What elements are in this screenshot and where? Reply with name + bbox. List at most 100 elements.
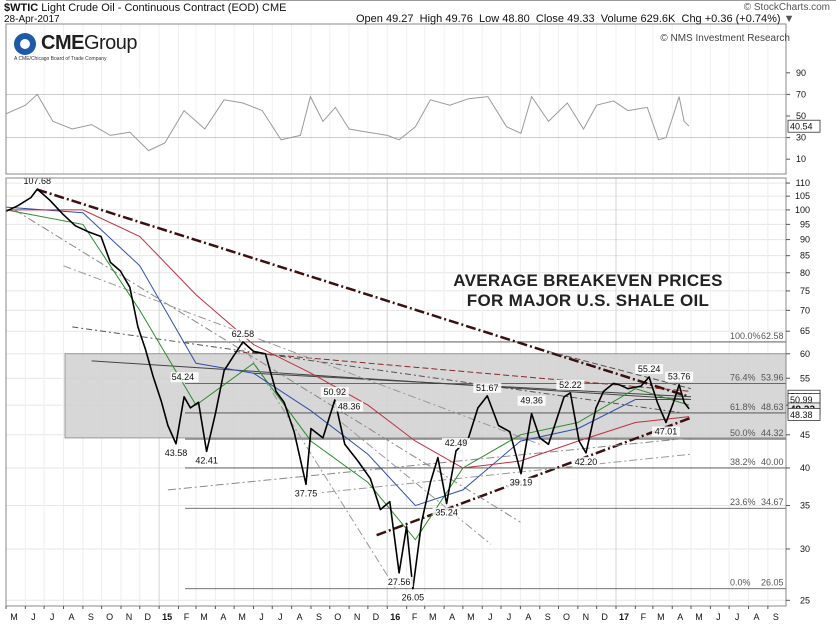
moving-average-line [6,209,690,469]
x-tick-label: N [126,612,133,622]
y-tick-label: 100 [795,205,810,215]
callout-bg [665,371,694,382]
logo-group: Group [83,32,138,54]
x-tick-label: S [88,612,94,622]
x-tick-label: M [429,612,437,622]
price-callout: 26.05 [402,593,425,603]
ohlc-readout: Open 49.27 High 49.76 Low 48.80 Close 49… [356,13,795,25]
chg-arrow-icon: ▼ [783,13,795,25]
x-tick-label: A [525,612,531,622]
x-tick-label: D [373,612,380,622]
nms-credit: © NMS Investment Research [660,33,790,44]
fib-pct-label: 0.0% [730,578,751,588]
x-tick-label: O [563,612,570,622]
x-tick-label: 17 [619,612,629,622]
fib-value-label: 40.00 [761,457,784,467]
x-tick-label: M [238,612,246,622]
y-tick-label: 90 [800,235,810,245]
price-callout: 42.20 [575,457,598,467]
callout-bg [162,447,190,458]
y-tick-label: 110 [796,178,810,188]
trendline [233,330,397,590]
callout-bg [517,395,546,406]
fib-pct-label: 100.0% [730,331,761,341]
rsi-tick-label: 50 [796,111,806,121]
price-callout: 52.22 [559,380,582,390]
x-tick-label: 16 [390,612,400,622]
price-callout: 53.76 [668,372,691,382]
low-label: Low [478,13,500,25]
stockcharts-watermark: © StockCharts.com [743,2,830,13]
volume-label: Volume [600,13,638,25]
chg-value: +0.36 (+0.74%) [704,13,781,25]
trendline [14,209,521,523]
price-callout: 43.58 [165,448,188,458]
x-tick-label: M [200,612,208,622]
callout-bg [572,456,600,467]
grid-lines [5,24,786,606]
x-tick-label: J [507,612,512,622]
fib-pct-label: 23.6% [730,497,756,507]
close-value: 49.33 [567,13,595,25]
price-series-line [5,188,690,590]
y-tick-label: 60 [800,349,810,359]
x-tick-label: J [735,612,740,622]
fib-value-label: 62.58 [761,331,784,341]
fib-value-label: 48.63 [761,402,784,412]
x-tick-label: 15 [162,612,172,622]
x-tick-label: D [601,612,608,622]
x-tick-label: A [297,612,303,622]
x-tick-label: S [316,612,322,622]
y-tick-label: 85 [800,251,810,261]
price-callout: 49.36 [520,396,543,406]
cme-globe-icon [14,32,36,55]
y-tick-label: 40 [800,463,810,473]
rsi-last-tag [787,119,821,133]
x-tick-label: J [278,612,283,622]
price-line [5,188,690,590]
x-tick-label: S [545,612,551,622]
exchange: CME [262,2,287,14]
fibonacci-levels: 0.0% 26.05 23.6% 34.67 38.2% 40.00 50.0% 44.32 6… [185,331,786,590]
rsi-panel: 10 30 50 70 90 40.54 [5,68,821,164]
last-price-tag [787,407,821,421]
callout-bg [292,488,320,499]
last-price-value: 50.99 [790,395,813,405]
high-value: 49.76 [445,13,473,25]
callout-bg [335,401,364,412]
rsi-tick-label: 90 [796,68,806,78]
x-tick-label: J [31,612,36,622]
x-tick-label: M [695,612,703,622]
x-tick-label: M [10,612,18,622]
x-tick-label: S [773,612,779,622]
price-callout: 42.49 [445,438,468,448]
last-price-value: 48.38 [790,410,813,420]
fib-pct-label: 38.2% [730,457,756,467]
y-tick-label: 35 [800,501,810,511]
moving-averages [5,206,690,541]
x-tick-label: N [583,612,590,622]
price-callout: 50.92 [323,387,346,397]
x-tick-label: A [753,612,759,622]
callout-bg [507,477,535,488]
price-callout: 35.24 [435,508,458,518]
price-callout: 42.41 [195,455,218,465]
callout-bg [20,176,54,187]
moving-average-line [5,209,690,541]
rsi-tick-label: 30 [796,133,806,143]
callout-bg [442,437,470,448]
price-callouts: 107.68 43.58 42.41 54.24 62.58 37.75 50.92 48.3… [20,176,694,603]
trendline [72,326,685,414]
y-tick-label: 105 [795,191,810,201]
fib-pct-label: 76.4% [730,373,756,383]
y-tick-label: 65 [800,326,810,336]
y-tick-label: 70 [800,305,810,315]
rsi-tick-label: 10 [796,154,806,164]
headline-line-2: FOR MAJOR U.S. SHALE OIL [466,291,710,310]
fib-pct-label: 61.8% [730,402,756,412]
x-tick-label: A [220,612,226,622]
y-tick-label: 45 [800,430,810,440]
rsi-panel-frame [5,23,787,175]
trendline [253,372,692,398]
